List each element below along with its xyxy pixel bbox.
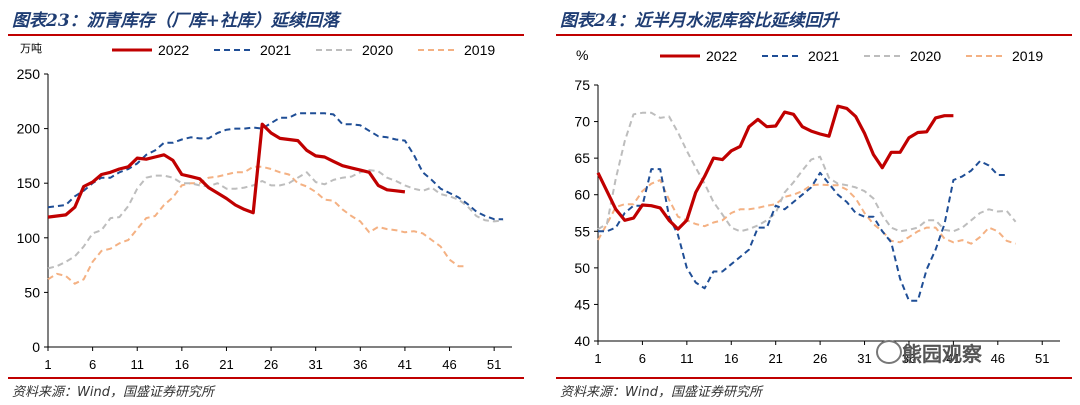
left-chart-x-tick-label: 6 — [89, 357, 96, 372]
right-chart-legend-label-2019: 2019 — [1012, 48, 1043, 64]
left-chart-series-2021 — [47, 112, 504, 221]
right-chart-legend-label-2021: 2021 — [808, 48, 839, 64]
left-chart-x-tick-label: 1 — [44, 357, 51, 372]
right-chart-x-tick-label: 26 — [813, 351, 827, 366]
left-chart-y-tick-label: 0 — [32, 339, 40, 355]
right-chart-y-tick-label: 60 — [574, 187, 590, 203]
right-chart-y-tick-label: 40 — [574, 333, 590, 349]
right-chart-series-2020 — [597, 111, 1017, 233]
right-chart-x-tick-label: 1 — [594, 351, 601, 366]
left-chart-x-tick-label: 11 — [130, 357, 144, 372]
left-chart-source: 资料来源：Wind，国盛证券研究所 — [12, 385, 214, 400]
right-chart-y-tick-label: 75 — [574, 77, 590, 93]
left-chart-x-tick-label: 51 — [487, 357, 501, 372]
right-chart-y-tick-label: 50 — [574, 260, 590, 276]
left-chart-y-tick-label: 50 — [24, 284, 40, 300]
left-chart-y-tick-label: 250 — [17, 66, 41, 82]
left-chart-legend-label-2019: 2019 — [464, 42, 495, 58]
left-chart-x-tick-label: 21 — [219, 357, 233, 372]
right-chart-x-tick-label: 31 — [857, 351, 871, 366]
right-chart-x-tick-label: 51 — [1035, 351, 1049, 366]
right-chart-x-tick-label: 41 — [946, 351, 960, 366]
right-chart-x-tick-label: 36 — [902, 351, 916, 366]
left-chart-x-tick-label: 41 — [398, 357, 412, 372]
left-chart-x-tick-label: 26 — [264, 357, 278, 372]
left-chart-series-2022 — [47, 122, 406, 219]
left-title-rule — [8, 34, 524, 36]
right-chart-x-tick-label: 11 — [680, 351, 694, 366]
left-chart-y-tick-label: 150 — [17, 175, 41, 191]
right-chart-y-tick-label: 55 — [574, 223, 590, 239]
right-chart-x-tick-label: 16 — [724, 351, 738, 366]
right-title-rule — [556, 34, 1072, 36]
right-chart-y-unit-label: % — [576, 47, 588, 63]
right-chart-x-tick-label: 46 — [991, 351, 1005, 366]
left-chart-y-tick-label: 100 — [17, 230, 41, 246]
right-chart-y-tick-label: 45 — [574, 296, 590, 312]
right-chart-legend-label-2020: 2020 — [910, 48, 941, 64]
left-chart-x-tick-label: 16 — [175, 357, 189, 372]
left-chart-legend-label-2020: 2020 — [362, 42, 393, 58]
right-chart-series-2019 — [597, 179, 1016, 245]
left-chart-series-2019 — [47, 165, 468, 285]
right-chart-y-tick-label: 70 — [574, 114, 590, 130]
watermark-text: 熊园观察 — [902, 342, 982, 366]
left-chart-x-tick-label: 46 — [442, 357, 456, 372]
left-chart-series-2020 — [47, 169, 504, 270]
left-chart-legend-label-2022: 2022 — [158, 42, 189, 58]
right-chart-series-2022 — [596, 104, 954, 231]
right-chart-y-tick-label: 65 — [574, 150, 590, 166]
left-chart-legend-label-2021: 2021 — [260, 42, 291, 58]
left-chart-title: 图表23：沥青库存（厂库+社库）延续回落 — [12, 11, 339, 31]
right-chart-x-tick-label: 6 — [639, 351, 646, 366]
left-chart-x-tick-label: 31 — [308, 357, 322, 372]
left-source-rule — [8, 377, 524, 379]
left-chart-x-tick-label: 36 — [353, 357, 367, 372]
left-chart-y-tick-label: 200 — [17, 121, 41, 137]
right-chart-x-tick-label: 21 — [768, 351, 782, 366]
right-chart-legend-label-2022: 2022 — [706, 48, 737, 64]
wechat-icon — [876, 340, 902, 364]
right-source-rule — [556, 377, 1072, 379]
left-chart-y-unit-label: 万吨 — [20, 42, 42, 55]
right-chart-source: 资料来源：Wind，国盛证券研究所 — [560, 385, 762, 400]
right-chart-title: 图表24：近半月水泥库容比延续回升 — [560, 11, 839, 31]
right-chart-series-2021 — [598, 160, 1007, 302]
